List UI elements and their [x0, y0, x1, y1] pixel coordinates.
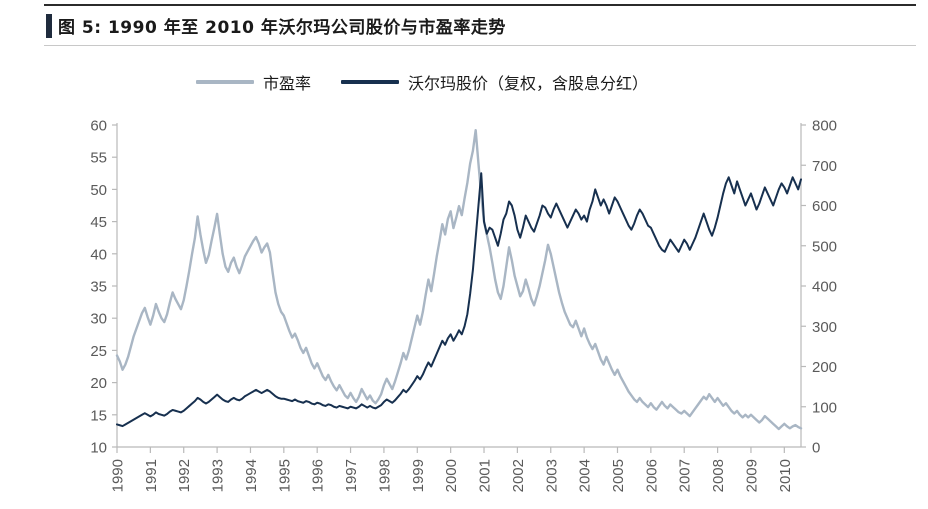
- legend-label-pe: 市盈率: [263, 74, 312, 93]
- x-tick-label: 1991: [143, 459, 160, 492]
- x-tick-label: 1990: [110, 459, 127, 492]
- left-tick-label: 40: [90, 246, 107, 263]
- right-tick-label: 300: [812, 319, 837, 336]
- left-tick-label: 15: [90, 407, 107, 424]
- right-tick-label: 600: [812, 198, 837, 215]
- right-tick-label: 800: [812, 118, 837, 135]
- x-tick-label: 1996: [310, 459, 327, 492]
- left-axis-ticks: 10 15 20 25 30 35 40 45 50 55 60: [90, 118, 117, 457]
- x-tick-label: 1998: [376, 459, 393, 492]
- legend-item-pe[interactable]: 市盈率: [196, 70, 311, 94]
- x-tick-label: 2006: [643, 459, 660, 492]
- left-tick-label: 45: [90, 214, 107, 231]
- series-line-pe: [115, 128, 803, 431]
- x-tick-label: 2010: [777, 459, 794, 492]
- right-tick-label: 400: [812, 279, 837, 296]
- chart-legend: 市盈率 沃尔玛股价（复权，含股息分红）: [196, 70, 648, 94]
- legend-swatch-price: [341, 80, 400, 84]
- series-line-price: [116, 172, 802, 428]
- left-tick-label: 35: [90, 279, 107, 296]
- x-tick-label: 2005: [610, 459, 627, 492]
- title-accent-bar: [46, 14, 52, 38]
- x-tick-label: 2003: [543, 459, 560, 492]
- left-tick-label: 10: [90, 440, 107, 457]
- legend-item-price[interactable]: 沃尔玛股价（复权，含股息分红）: [341, 70, 648, 94]
- title-divider: [44, 45, 916, 46]
- left-tick-label: 55: [90, 150, 107, 167]
- page-title: 图 5: 1990 年至 2010 年沃尔玛公司股价与市盈率走势: [58, 18, 506, 38]
- x-axis-ticks: 1990 1991 1992 1993 1994 1995 1996 1997 1998 1999…: [110, 447, 794, 492]
- x-tick-label: 2008: [710, 459, 727, 492]
- left-tick-label: 25: [90, 343, 107, 360]
- right-tick-label: 500: [812, 238, 837, 255]
- right-tick-label: 100: [812, 399, 837, 416]
- axes: [116, 123, 802, 448]
- x-tick-label: 2009: [743, 459, 760, 492]
- left-tick-label: 50: [90, 182, 107, 199]
- x-tick-label: 2007: [677, 459, 694, 492]
- right-tick-label: 0: [812, 440, 820, 457]
- legend-label-price: 沃尔玛股价（复权，含股息分红）: [408, 74, 649, 93]
- x-tick-label: 2001: [477, 459, 494, 492]
- left-tick-label: 20: [90, 375, 107, 392]
- x-tick-label: 1993: [210, 459, 227, 492]
- right-tick-label: 200: [812, 359, 837, 376]
- x-tick-label: 1992: [176, 459, 193, 492]
- x-tick-label: 1994: [243, 459, 260, 492]
- x-tick-label: 2002: [510, 459, 527, 492]
- right-axis-ticks: 0 100 200 300 400 500 600 700 800: [801, 118, 837, 457]
- x-tick-label: 1997: [343, 459, 360, 492]
- legend-swatch-pe: [196, 80, 254, 84]
- x-tick-label: 2000: [443, 459, 460, 492]
- top-divider: [44, 4, 916, 6]
- right-tick-label: 700: [812, 158, 837, 175]
- x-tick-label: 1999: [410, 459, 427, 492]
- x-tick-label: 2004: [577, 459, 594, 492]
- left-tick-label: 30: [90, 311, 107, 328]
- x-tick-label: 1995: [276, 459, 293, 492]
- left-tick-label: 60: [90, 118, 107, 135]
